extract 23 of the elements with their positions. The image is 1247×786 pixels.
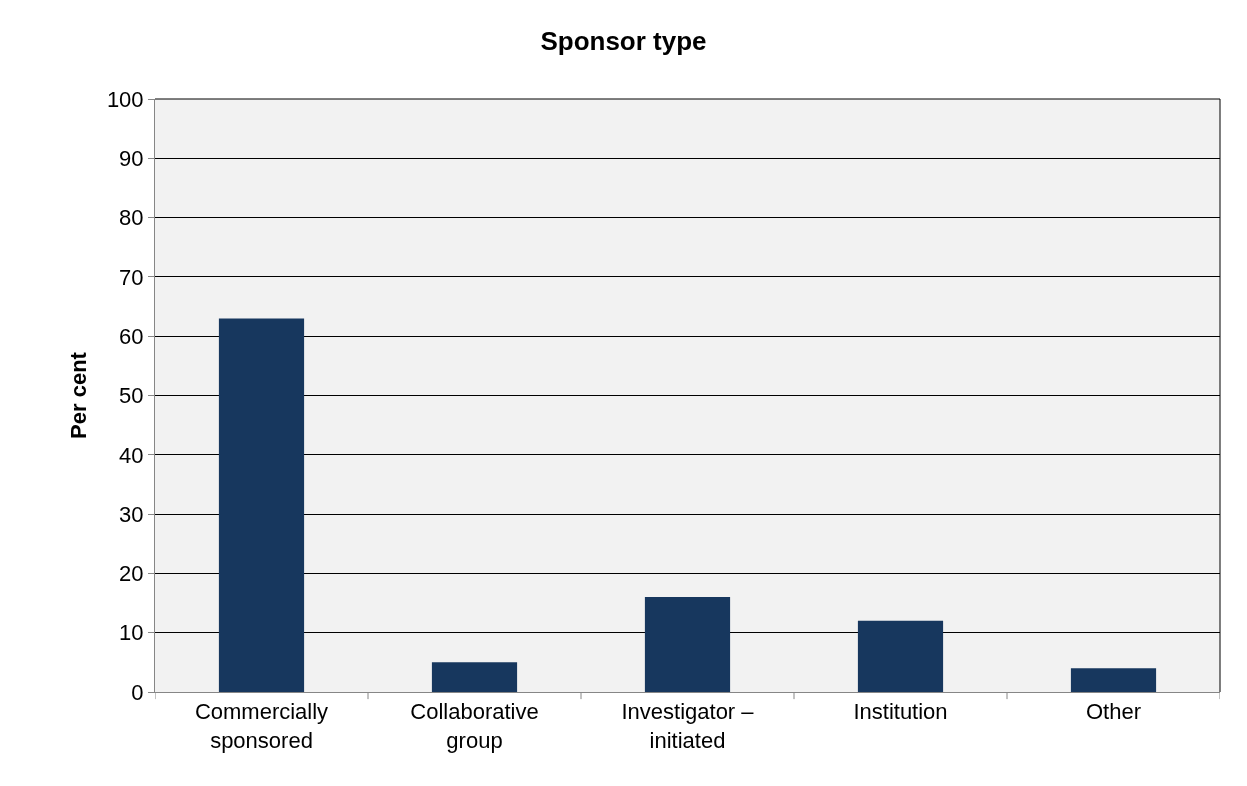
chart-title: Sponsor type — [540, 25, 707, 56]
x-tick-label: Collaborative group — [410, 699, 539, 753]
y-tick-label: 90 — [119, 146, 144, 171]
y-tick-label: 40 — [119, 442, 144, 468]
y-tick-label: 80 — [119, 205, 144, 231]
y-tick-label: 70 — [119, 264, 144, 290]
bar — [431, 662, 518, 692]
bar — [1070, 668, 1157, 692]
x-tick-label: Commercially sponsored — [194, 699, 329, 753]
x-tick-label: Institution — [853, 699, 948, 725]
y-tick-label: 60 — [119, 323, 144, 349]
y-axis-title: Per cent — [65, 351, 91, 439]
y-tick-label: 30 — [119, 501, 144, 527]
bar — [857, 620, 944, 692]
bar — [218, 318, 305, 692]
y-tick-label: 10 — [119, 620, 144, 646]
x-tick-label: Investigator – initiated — [621, 699, 755, 753]
y-tick-label: 20 — [119, 561, 144, 587]
x-tick-label: Other — [1085, 699, 1142, 725]
y-tick-label: 50 — [119, 383, 144, 409]
bar — [644, 597, 731, 692]
y-tick-label: 0 — [131, 679, 144, 705]
y-tick-label: 100 — [106, 86, 144, 112]
